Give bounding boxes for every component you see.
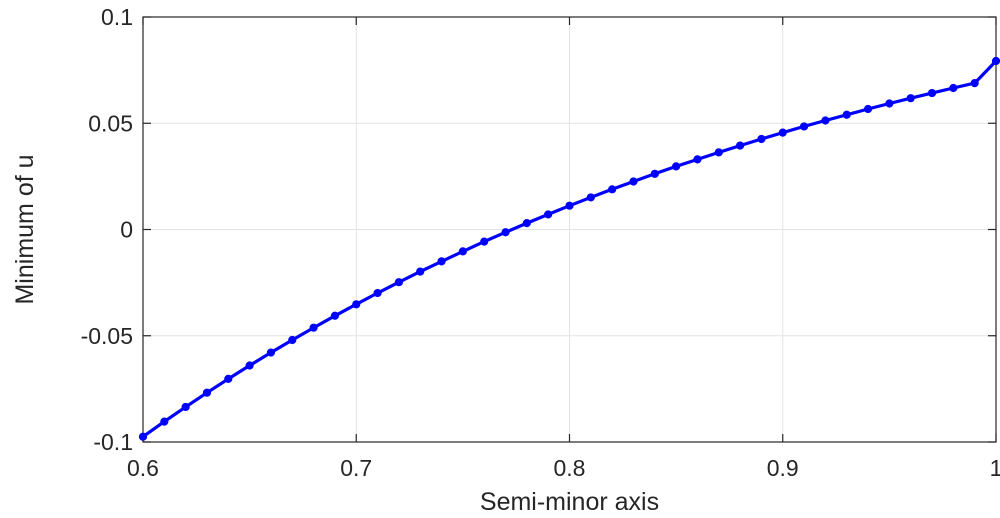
data-point	[138, 432, 148, 441]
x-tick-label: 0.9	[767, 455, 799, 481]
y-tick-label: 0	[120, 217, 133, 243]
data-point	[608, 185, 617, 194]
data-point	[863, 104, 873, 114]
axis-ticks: 0.6 0.7 0.8 0.9 1 -0.1 -0.05 0 0.05 0.1	[81, 4, 1000, 481]
y-tick-label: -0.1	[93, 429, 133, 455]
data-point	[927, 88, 937, 98]
data-point	[586, 193, 595, 202]
data-point	[672, 162, 681, 171]
data-point	[629, 177, 638, 186]
data-point	[799, 122, 809, 131]
x-tick-label: 0.8	[554, 455, 586, 481]
data-point	[480, 237, 489, 246]
x-tick-label: 0.6	[127, 455, 159, 481]
data-point	[522, 219, 531, 228]
data-point	[309, 323, 318, 332]
data-point	[970, 78, 979, 88]
data-point	[949, 83, 958, 93]
y-tick-label: 0.1	[101, 4, 133, 30]
data-point	[352, 300, 361, 309]
data-point	[906, 94, 915, 103]
data-point	[266, 348, 276, 357]
y-axis-title: Minimum of u	[11, 154, 39, 304]
grid-lines	[142, 16, 997, 443]
data-point	[373, 288, 382, 298]
data-point	[757, 134, 766, 144]
data-point	[565, 201, 574, 210]
data-point	[416, 267, 425, 276]
data-point	[245, 361, 254, 370]
y-tick-label: 0.05	[88, 110, 133, 136]
x-axis-title: Semi-minor axis	[480, 488, 659, 516]
data-point	[885, 99, 894, 108]
data-point	[650, 169, 659, 178]
data-point	[394, 278, 403, 287]
data-point	[160, 417, 169, 426]
data-point	[437, 257, 446, 266]
x-tick-label: 0.7	[340, 455, 372, 481]
data-point	[693, 155, 702, 164]
y-tick-label: -0.05	[81, 323, 133, 349]
data-point	[821, 116, 830, 125]
data-point	[991, 56, 1000, 66]
data-point	[181, 402, 190, 412]
data-point	[842, 110, 851, 119]
data-point	[458, 247, 467, 256]
data-series	[138, 56, 1000, 441]
data-point	[736, 141, 745, 150]
data-point	[224, 374, 233, 383]
data-point	[288, 335, 297, 345]
data-point	[330, 311, 340, 320]
data-point	[501, 228, 510, 237]
data-point	[778, 128, 787, 137]
data-point	[544, 210, 553, 219]
data-point	[714, 148, 723, 157]
x-tick-label: 1	[990, 455, 1000, 481]
data-point	[202, 388, 212, 397]
